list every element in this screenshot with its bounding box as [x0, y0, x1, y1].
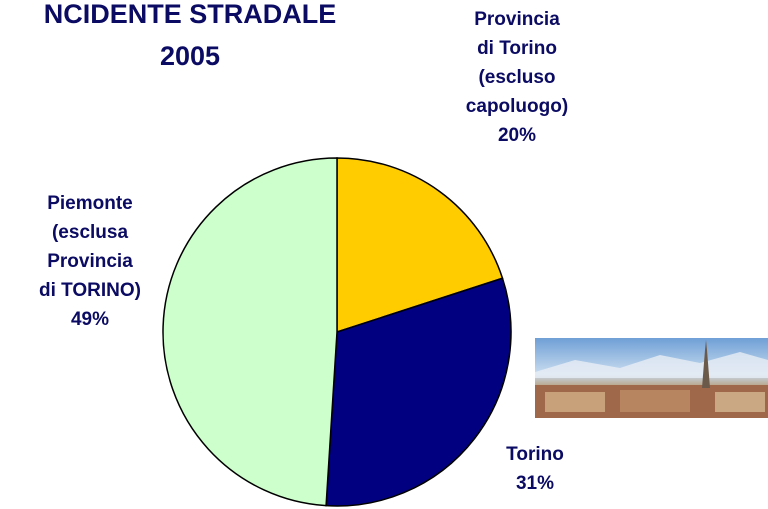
value-label: 20%	[498, 121, 536, 150]
slice-label: Provincia di Torino (escluso capoluogo)	[466, 5, 568, 121]
value-label: 49%	[71, 305, 109, 334]
chart-title: NCIDENTE STRADALE	[44, 0, 337, 34]
slice-label: Piemonte (esclusa Provincia di TORINO)	[39, 189, 141, 305]
slice-label: Torino	[506, 440, 564, 469]
value-label: 31%	[516, 469, 554, 498]
city-photo	[535, 338, 768, 418]
page: (() => { const data = JSON.parse(documen…	[0, 0, 768, 509]
chart-title: 2005	[160, 36, 220, 76]
pie-slice	[163, 158, 337, 506]
